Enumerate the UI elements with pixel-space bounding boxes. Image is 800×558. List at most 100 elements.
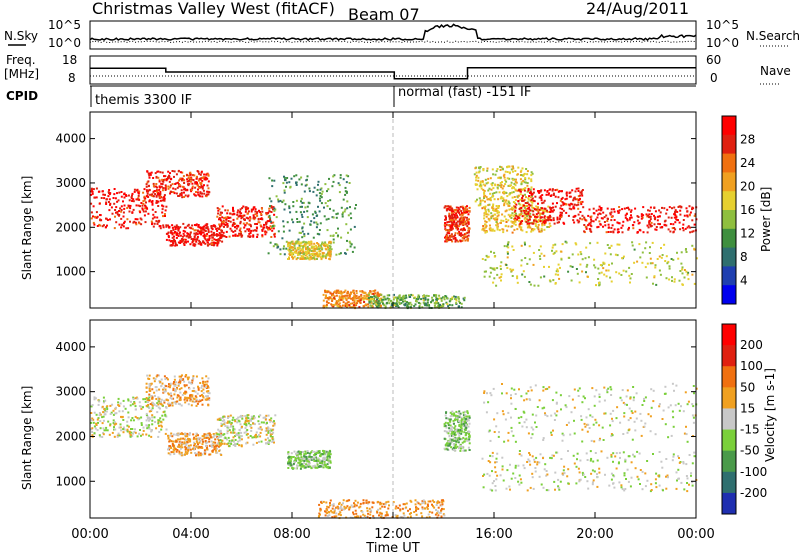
scatter-cell	[619, 209, 621, 211]
scatter-cell	[103, 197, 105, 199]
scatter-cell	[522, 180, 524, 182]
scatter-cell	[405, 297, 407, 299]
scatter-cell	[509, 268, 511, 270]
scatter-cell	[325, 294, 327, 296]
scatter-cell	[167, 378, 169, 380]
scatter-cell	[228, 217, 230, 219]
scatter-cell	[446, 240, 448, 242]
scatter-cell	[337, 235, 339, 237]
scatter-cell	[146, 405, 148, 407]
scatter-cell	[115, 197, 117, 199]
scatter-cell	[574, 204, 576, 206]
scatter-cell	[206, 391, 208, 393]
scatter-cell	[282, 220, 284, 222]
scatter-cell	[129, 199, 131, 201]
scatter-cell	[384, 297, 386, 299]
scatter-cell	[109, 218, 111, 220]
scatter-cell	[162, 189, 164, 191]
scatter-cell	[307, 233, 309, 235]
scatter-cell	[162, 183, 164, 185]
scatter-cell	[229, 236, 231, 238]
scatter-cell	[137, 192, 139, 194]
scatter-cell	[451, 297, 453, 299]
scatter-cell	[178, 439, 180, 441]
scatter-cell	[312, 257, 314, 259]
scatter-cell	[516, 277, 518, 279]
scatter-cell	[654, 216, 656, 218]
scatter-cell	[204, 449, 206, 451]
scatter-cell	[139, 211, 141, 213]
scatter-cell	[372, 298, 374, 300]
scatter-cell	[573, 222, 575, 224]
scatter-cell	[276, 195, 278, 197]
scatter-cell	[506, 195, 508, 197]
scatter-cell	[198, 173, 200, 175]
scatter-cell	[396, 299, 398, 301]
scatter-cell	[521, 197, 523, 199]
scatter-cell	[573, 207, 575, 209]
scatter-cell	[370, 298, 372, 300]
colorbar-swatch	[722, 135, 736, 154]
scatter-cell	[551, 250, 553, 252]
scatter-cell	[248, 210, 250, 212]
scatter-cell	[510, 221, 512, 223]
scatter-cell	[113, 426, 115, 428]
scatter-cell	[264, 230, 266, 232]
scatter-cell	[268, 252, 270, 254]
scatter-cell	[171, 402, 173, 404]
scatter-cell	[146, 413, 148, 415]
scatter-cell	[399, 303, 401, 305]
scatter-cell	[210, 235, 212, 237]
scatter-cell	[303, 223, 305, 225]
scatter-cell	[244, 230, 246, 232]
scatter-cell	[281, 237, 283, 239]
scatter-cell	[483, 217, 485, 219]
scatter-cell	[492, 173, 494, 175]
scatter-cell	[160, 429, 162, 431]
scatter-cell	[184, 399, 186, 401]
scatter-cell	[191, 404, 193, 406]
scatter-cell	[659, 256, 661, 258]
scatter-cell	[205, 230, 207, 232]
scatter-cell	[457, 216, 459, 218]
scatter-cell	[254, 217, 256, 219]
scatter-cell	[670, 223, 672, 225]
scatter-cell	[341, 296, 343, 298]
scatter-cell	[530, 178, 532, 180]
scatter-cell	[252, 423, 254, 425]
scatter-cell	[97, 422, 99, 424]
scatter-cell	[446, 235, 448, 237]
scatter-cell	[176, 441, 178, 443]
scatter-cell	[258, 423, 260, 425]
scatter-cell	[122, 200, 124, 202]
scatter-cell	[569, 192, 571, 194]
scatter-cell	[292, 221, 294, 223]
scatter-cell	[95, 428, 97, 430]
scatter-cell	[203, 174, 205, 176]
scatter-cell	[448, 215, 450, 217]
scatter-cell	[461, 212, 463, 214]
scatter-cell	[151, 414, 153, 416]
scatter-cell	[663, 207, 665, 209]
scatter-cell	[195, 181, 197, 183]
scatter-cell	[521, 245, 523, 247]
scatter-cell	[566, 242, 568, 244]
scatter-cell	[557, 196, 559, 198]
scatter-cell	[611, 216, 613, 218]
scatter-cell	[190, 452, 192, 454]
scatter-cell	[538, 231, 540, 233]
scatter-cell	[173, 449, 175, 451]
scatter-cell	[199, 395, 201, 397]
scatter-cell	[197, 194, 199, 196]
scatter-cell	[503, 191, 505, 193]
frequency-trace	[90, 68, 696, 79]
scatter-cell	[310, 451, 312, 453]
scatter-cell	[329, 256, 331, 258]
scatter-cell	[211, 243, 213, 245]
scatter-cell	[668, 279, 670, 281]
scatter-cell	[559, 267, 561, 269]
scatter-cell	[151, 423, 153, 425]
scatter-cell	[217, 429, 219, 431]
colorbar-swatch	[722, 285, 736, 304]
scatter-cell	[641, 262, 643, 264]
